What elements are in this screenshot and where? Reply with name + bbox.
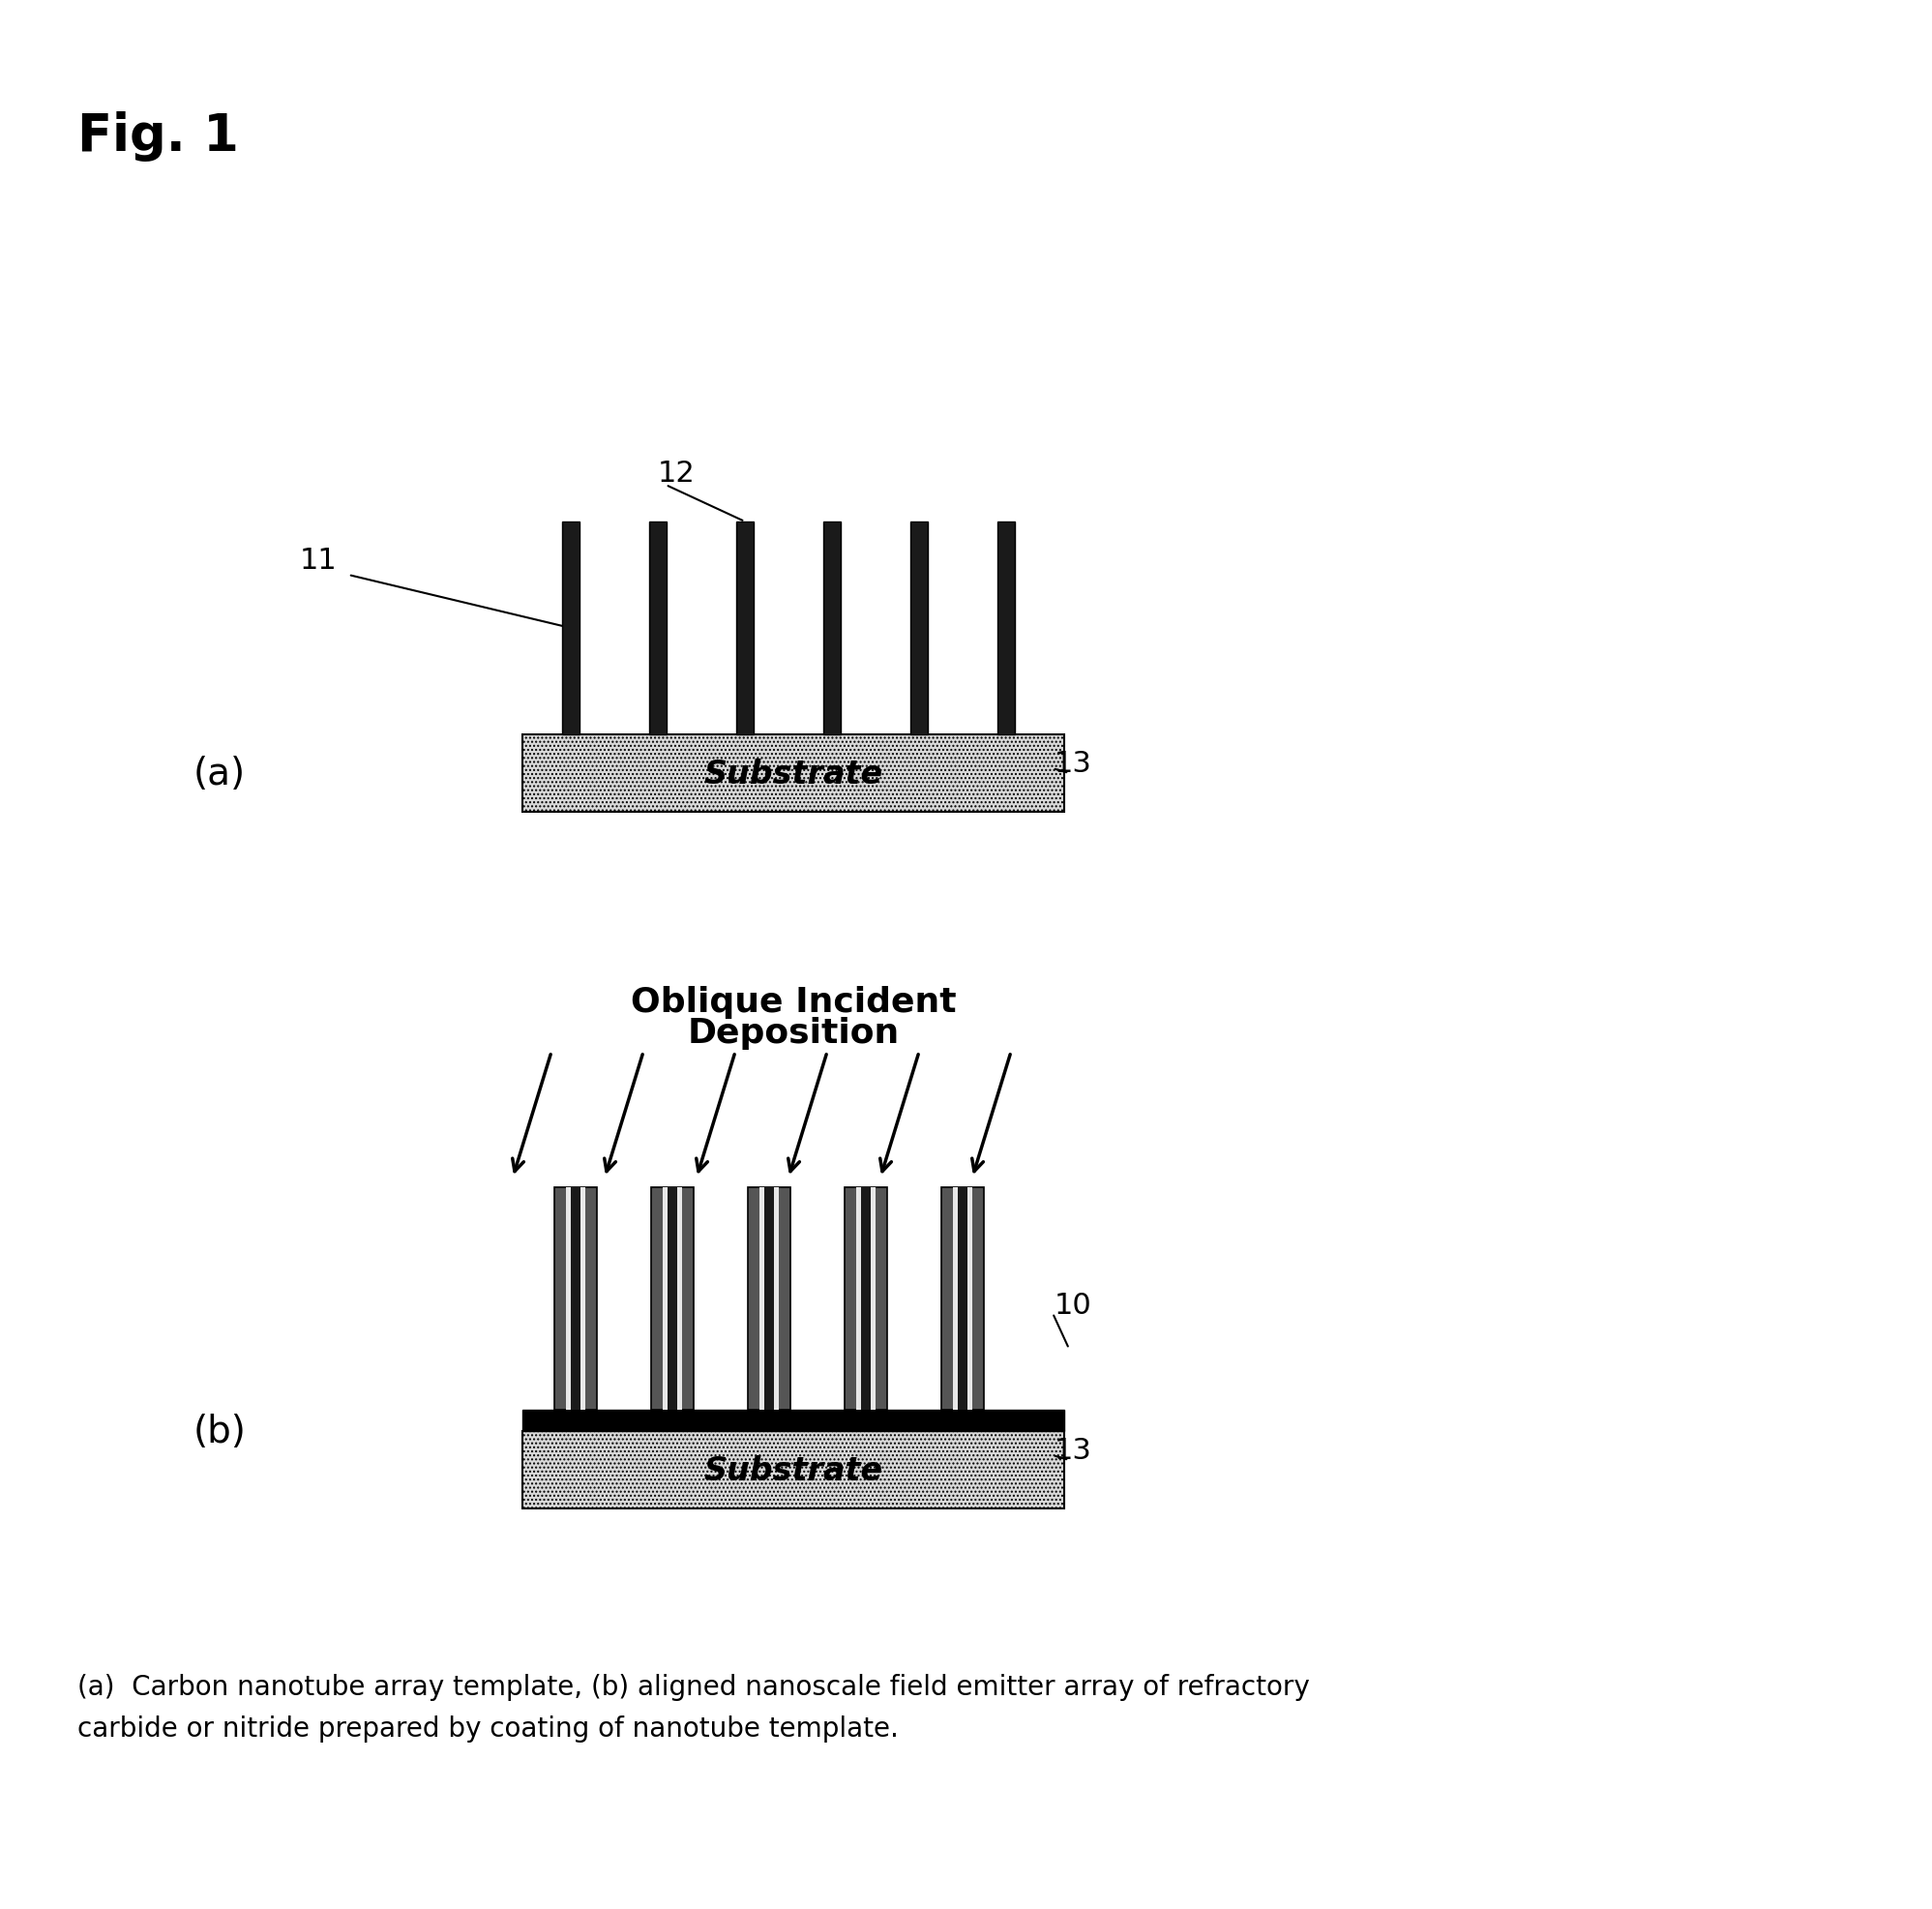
Bar	[522, 735, 1065, 813]
Text: (a)  Carbon nanotube array template, (b) aligned nanoscale field emitter array o: (a) Carbon nanotube array template, (b) …	[77, 1672, 1310, 1743]
Bar	[562, 523, 580, 735]
Bar	[522, 1411, 1065, 1432]
Bar	[554, 1187, 597, 1411]
Bar	[765, 1187, 775, 1411]
Bar	[649, 523, 667, 735]
Text: 10: 10	[1055, 1292, 1092, 1319]
Bar	[844, 1187, 887, 1411]
Bar	[862, 1187, 871, 1411]
Bar	[570, 1187, 580, 1411]
Text: Substrate: Substrate	[703, 758, 883, 790]
Text: 12: 12	[659, 460, 696, 489]
Bar	[997, 523, 1014, 735]
Bar	[663, 1187, 682, 1411]
Bar	[941, 1187, 983, 1411]
Bar	[952, 1187, 972, 1411]
Bar	[522, 1432, 1065, 1508]
Text: 13: 13	[1055, 1437, 1092, 1464]
Text: Deposition: Deposition	[688, 1016, 900, 1050]
Text: (a): (a)	[193, 756, 245, 792]
Bar	[736, 523, 753, 735]
Text: 11: 11	[299, 546, 338, 575]
Bar	[651, 1187, 694, 1411]
Text: Oblique Incident: Oblique Incident	[630, 985, 956, 1017]
Bar	[668, 1187, 678, 1411]
Bar	[910, 523, 927, 735]
Text: Substrate: Substrate	[703, 1455, 883, 1485]
Bar	[566, 1187, 585, 1411]
Bar	[856, 1187, 875, 1411]
Bar	[958, 1187, 968, 1411]
Text: 13: 13	[1055, 750, 1092, 779]
Bar	[748, 1187, 790, 1411]
Bar	[823, 523, 840, 735]
Text: Fig. 1: Fig. 1	[77, 111, 240, 162]
Bar	[759, 1187, 779, 1411]
Text: (b): (b)	[193, 1413, 247, 1449]
